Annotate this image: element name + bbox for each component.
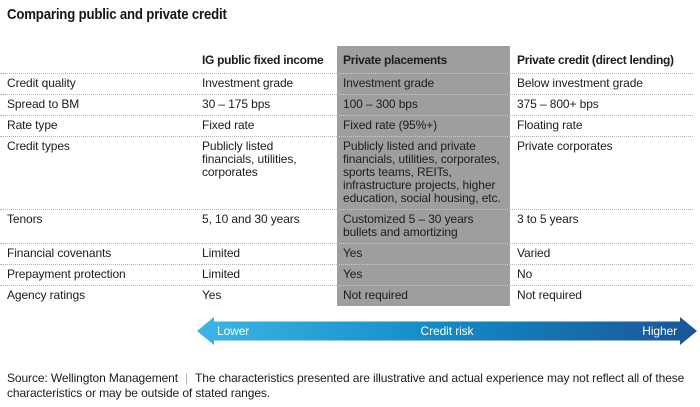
cell-spread-direct-lending: 375 – 800+ bps	[510, 94, 693, 115]
cell-tenors-direct-lending: 3 to 5 years	[510, 209, 693, 243]
cell-prepayment-direct-lending: No	[510, 264, 693, 285]
row-label-rate-type: Rate type	[0, 115, 202, 136]
row-label-spread-to-bm: Spread to BM	[0, 94, 202, 115]
cell-rate-type-private-placements: Fixed rate (95%+)	[337, 115, 510, 136]
row-label-credit-types: Credit types	[0, 136, 202, 209]
column-header-private-placements: Private placements	[337, 46, 510, 73]
header-corner-cell	[0, 46, 202, 73]
footnote-divider: |	[184, 371, 189, 385]
risk-label-higher: Higher	[642, 324, 677, 338]
cell-agency-ratings-public: Yes	[202, 285, 337, 306]
comparison-table: IG public fixed income Private placement…	[0, 46, 693, 306]
cell-credit-quality-direct-lending: Below investment grade	[510, 73, 693, 94]
cell-credit-quality-public: Investment grade	[202, 73, 337, 94]
cell-rate-type-direct-lending: Floating rate	[510, 115, 693, 136]
risk-label-lower: Lower	[217, 324, 250, 338]
cell-spread-public: 30 – 175 bps	[202, 94, 337, 115]
cell-covenants-private-placements: Yes	[337, 243, 510, 264]
double-arrow-icon	[197, 317, 697, 345]
source-text: Source: Wellington Management	[7, 371, 178, 385]
cell-credit-types-public: Publicly listed financials, utilities, c…	[202, 136, 337, 209]
cell-agency-ratings-private-placements: Not required	[337, 285, 510, 306]
cell-rate-type-public: Fixed rate	[202, 115, 337, 136]
disclaimer-text: The characteristics presented are illust…	[7, 371, 685, 400]
figure-title: Comparing public and private credit	[7, 6, 227, 23]
cell-credit-quality-private-placements: Investment grade	[337, 73, 510, 94]
row-label-tenors: Tenors	[0, 209, 202, 243]
risk-label-credit-risk: Credit risk	[420, 324, 474, 338]
cell-prepayment-public: Limited	[202, 264, 337, 285]
row-label-agency-ratings: Agency ratings	[0, 285, 202, 306]
cell-prepayment-private-placements: Yes	[337, 264, 510, 285]
cell-covenants-direct-lending: Varied	[510, 243, 693, 264]
cell-covenants-public: Limited	[202, 243, 337, 264]
row-label-credit-quality: Credit quality	[0, 73, 202, 94]
cell-tenors-private-placements: Customized 5 – 30 years bullets and amor…	[337, 209, 510, 243]
cell-agency-ratings-direct-lending: Not required	[510, 285, 693, 306]
cell-tenors-public: 5, 10 and 30 years	[202, 209, 337, 243]
cell-credit-types-direct-lending: Private corporates	[510, 136, 693, 209]
cell-credit-types-private-placements: Publicly listed and private financials, …	[337, 136, 510, 209]
row-label-prepayment-protection: Prepayment protection	[0, 264, 202, 285]
cell-spread-private-placements: 100 – 300 bps	[337, 94, 510, 115]
credit-risk-axis: Lower Credit risk Higher	[197, 317, 697, 345]
row-label-financial-covenants: Financial covenants	[0, 243, 202, 264]
column-header-private-credit: Private credit (direct lending)	[517, 53, 674, 67]
column-header-ig-public-fixed-income: IG public fixed income	[202, 53, 324, 67]
source-footnote: Source: Wellington Management | The charac…	[7, 371, 694, 401]
